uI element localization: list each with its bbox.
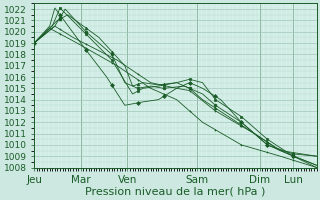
X-axis label: Pression niveau de la mer( hPa ): Pression niveau de la mer( hPa ) [85,187,266,197]
